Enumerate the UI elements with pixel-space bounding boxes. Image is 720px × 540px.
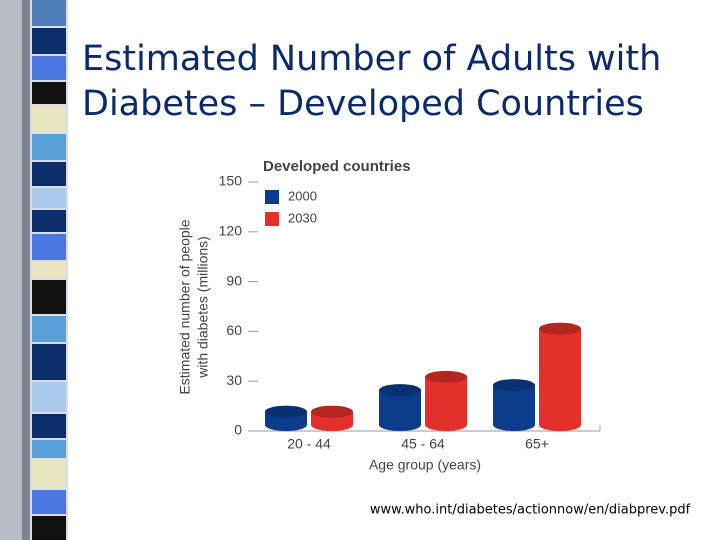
y-axis-title-line: Estimated number of people [177,219,193,394]
y-axis-title: Estimated number of people with diabetes… [177,219,211,394]
x-tick-label: 45 - 64 [401,436,445,452]
legend-swatch [265,190,279,204]
legend-label: 2000 [288,188,317,203]
source: www.who.int/diabetes/actionnow/en/diabpr… [370,503,691,518]
bar [425,376,467,425]
bar-top-shade [493,379,535,392]
bar [539,328,581,425]
bar-top [265,405,307,418]
chart-title: Developed countries [263,158,411,175]
side-decoration [0,0,68,540]
y-tick-label: 120 [219,223,243,239]
y-tick-label: 90 [226,272,242,288]
slide-title: Estimated Number of Adults with [82,39,661,79]
x-tick-label: 65+ [525,436,549,452]
bar-top-shade [311,405,353,418]
legend-label: 2030 [288,210,317,225]
y-tick-label: 30 [226,372,242,388]
legend-swatch [265,212,279,226]
bar-top-shade [379,384,421,397]
bar [493,385,535,425]
bar-top-shade [265,405,307,418]
bar-top-shade [425,370,467,383]
slide-title: Diabetes – Developed Countries [82,84,644,124]
bar-top [539,322,581,335]
y-axis-title-line: with diabetes (millions) [195,236,211,379]
bar-top [493,379,535,392]
y-tick-label: 150 [219,173,243,189]
bar-top [425,370,467,383]
bar-top [379,384,421,397]
x-tick-label: 20 - 44 [287,436,331,452]
y-tick-label: 60 [226,322,242,338]
bar-top [311,405,353,418]
bar-top-shade [539,322,581,335]
x-axis-title: Age group (years) [369,457,481,473]
y-tick-label: 0 [234,422,242,438]
